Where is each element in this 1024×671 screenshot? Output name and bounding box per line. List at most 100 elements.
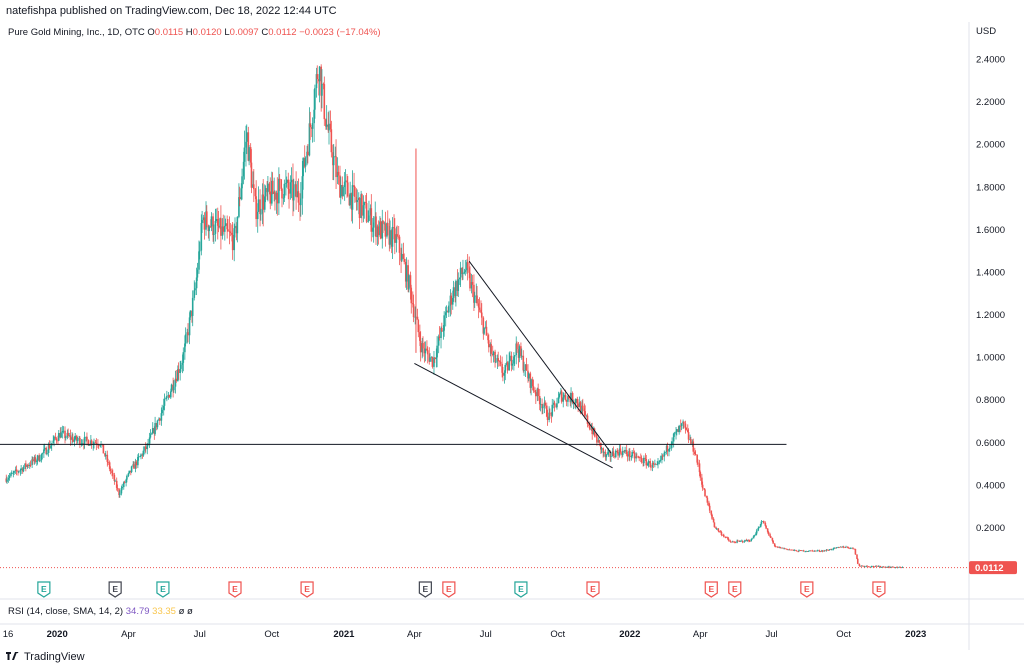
- candle-body: [760, 521, 763, 524]
- candle-body: [93, 442, 95, 445]
- earnings-marker[interactable]: E: [872, 581, 886, 598]
- earnings-marker[interactable]: E: [37, 581, 51, 598]
- candle-body: [409, 275, 412, 288]
- earnings-marker[interactable]: E: [418, 581, 432, 598]
- rsi-legend[interactable]: RSI (14, close, SMA, 14, 2) 34.79 33.35 …: [8, 606, 193, 617]
- candle-body: [65, 437, 67, 439]
- candle-body: [39, 460, 41, 462]
- earnings-marker[interactable]: E: [156, 581, 170, 598]
- candle-body: [202, 217, 205, 220]
- candle-body: [372, 222, 375, 228]
- earnings-marker[interactable]: E: [704, 581, 718, 598]
- candle-body: [835, 547, 837, 549]
- x-axis[interactable]: 16 2020 Apr Jul Oct 2021 Apr Jul Oct 2022 Apr Jul Oc…: [3, 629, 927, 640]
- candle-body: [673, 433, 676, 435]
- candle-body: [294, 184, 297, 189]
- candle-body: [797, 551, 800, 553]
- candle-body: [838, 547, 840, 549]
- candle-body: [884, 566, 886, 568]
- candle-body: [172, 384, 174, 391]
- candle-body: [149, 434, 152, 438]
- candle-body: [899, 566, 901, 568]
- earnings-marker[interactable]: E: [108, 581, 122, 598]
- candle-body: [22, 467, 25, 472]
- candle-body: [17, 471, 19, 473]
- candle-body: [516, 343, 518, 350]
- candle-body: [640, 458, 643, 463]
- earnings-marker[interactable]: E: [728, 581, 742, 598]
- candle-body: [825, 549, 828, 551]
- candle-body: [656, 464, 659, 466]
- candle-body: [509, 355, 511, 361]
- candle-body: [671, 441, 673, 445]
- candle-body: [614, 455, 616, 458]
- candle-body: [844, 547, 847, 549]
- candle-body: [144, 446, 147, 450]
- candle-body: [856, 558, 859, 564]
- tradingview-logo[interactable]: TradingView: [6, 651, 85, 663]
- candle-body: [737, 540, 739, 542]
- candle-body: [602, 448, 604, 453]
- candle-body: [706, 497, 709, 503]
- candle-body: [368, 215, 370, 221]
- candle-body: [725, 537, 727, 538]
- candle-body: [54, 436, 57, 439]
- candle-body: [715, 527, 717, 529]
- candle-body: [456, 280, 459, 291]
- symbol-name[interactable]: Pure Gold Mining, Inc., 1D, OTC: [8, 27, 145, 38]
- x-tick-label: 2022: [619, 629, 640, 640]
- candle-body: [800, 550, 803, 552]
- candle-body: [619, 448, 622, 453]
- candle-body: [313, 109, 315, 124]
- candle-body: [158, 418, 160, 421]
- earnings-badge-shape: [704, 581, 718, 598]
- candle-body: [546, 416, 549, 420]
- candle-body: [563, 394, 565, 398]
- trendline-2[interactable]: [468, 260, 612, 454]
- candle-body: [384, 223, 387, 237]
- earnings-marker[interactable]: E: [800, 581, 814, 598]
- earnings-marker[interactable]: E: [442, 581, 456, 598]
- candle-body: [330, 129, 333, 153]
- candle-body: [605, 454, 608, 458]
- candle-body: [396, 234, 398, 237]
- candle-body: [408, 275, 410, 290]
- candle-body: [242, 161, 245, 177]
- earnings-badge-shape: [586, 581, 600, 598]
- trendlines-layer[interactable]: [0, 260, 787, 469]
- candle-body: [278, 178, 280, 204]
- earnings-marker[interactable]: E: [228, 581, 242, 598]
- candle-body: [222, 226, 225, 232]
- earnings-badge-label: E: [876, 584, 882, 594]
- y-axis[interactable]: 2.4000 2.2000 2.0000 1.8000 1.6000 1.4000 1.20…: [976, 55, 1005, 534]
- trendline-1[interactable]: [414, 363, 613, 469]
- earnings-marker[interactable]: E: [300, 581, 314, 598]
- candle-body: [357, 197, 360, 201]
- candle-body: [108, 462, 111, 469]
- candle-body: [92, 444, 95, 445]
- candle-body: [703, 488, 706, 490]
- candle-body: [898, 566, 901, 568]
- candle-body: [475, 295, 478, 297]
- candle-body: [41, 453, 44, 455]
- candle-body: [818, 550, 821, 552]
- candle-body: [238, 197, 240, 217]
- x-tick-label: 2021: [333, 629, 355, 640]
- candle-body: [120, 488, 123, 494]
- candle-body: [13, 471, 15, 473]
- candle-body: [347, 182, 349, 197]
- candle-body: [842, 546, 845, 548]
- candle-body: [81, 443, 84, 444]
- candle-body: [48, 445, 51, 449]
- earnings-marker[interactable]: E: [586, 581, 600, 598]
- earnings-marker[interactable]: E: [514, 581, 528, 598]
- candle-body: [311, 123, 314, 129]
- candle-body: [134, 461, 137, 469]
- candle-body: [592, 428, 595, 435]
- candle-body: [327, 124, 330, 131]
- candle-body: [382, 221, 384, 224]
- candle-body: [428, 354, 431, 362]
- candle-body: [496, 358, 499, 362]
